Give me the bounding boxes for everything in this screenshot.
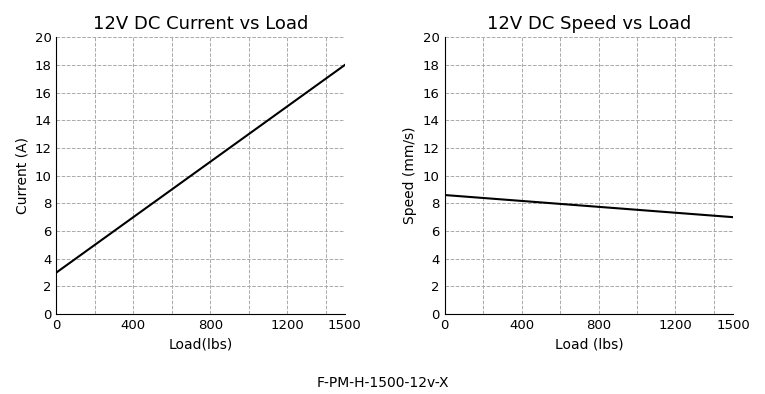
Y-axis label: Speed (mm/s): Speed (mm/s)	[403, 127, 418, 225]
Title: 12V DC Current vs Load: 12V DC Current vs Load	[93, 15, 308, 33]
Title: 12V DC Speed vs Load: 12V DC Speed vs Load	[487, 15, 691, 33]
X-axis label: Load (lbs): Load (lbs)	[555, 337, 623, 351]
X-axis label: Load(lbs): Load(lbs)	[168, 337, 233, 351]
Text: F-PM-H-1500-12v-X: F-PM-H-1500-12v-X	[316, 376, 449, 390]
Y-axis label: Current (A): Current (A)	[15, 137, 29, 214]
